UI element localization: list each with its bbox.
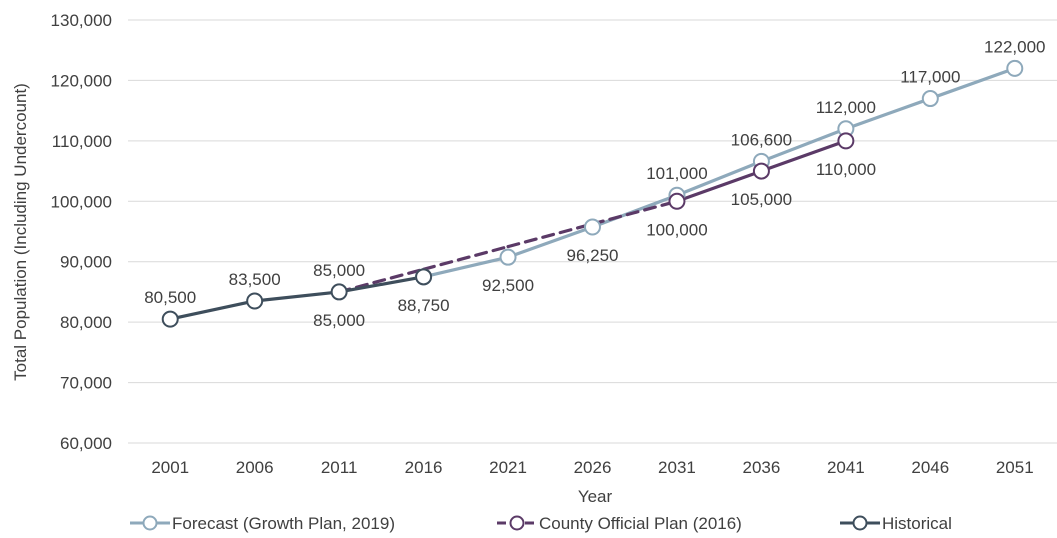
legend: Forecast (Growth Plan, 2019) County Offic… (130, 514, 952, 533)
data-label: 112,000 (816, 98, 876, 117)
data-label: 110,000 (816, 160, 876, 179)
y-tick-label: 110,000 (52, 132, 112, 151)
data-point (837, 132, 855, 150)
series-segment (506, 222, 595, 249)
x-axis-title: Year (578, 487, 613, 506)
data-label: 105,000 (731, 190, 792, 209)
series-lines (168, 66, 1017, 321)
x-tick-label: 2051 (996, 458, 1034, 477)
data-point (330, 283, 348, 301)
data-point (161, 310, 179, 328)
data-label: 117,000 (900, 68, 960, 87)
legend-label: County Official Plan (2016) (539, 514, 742, 533)
series-segment (168, 299, 257, 321)
data-label: 88,750 (398, 296, 450, 315)
series-segment (759, 127, 848, 164)
series-segment (590, 199, 679, 226)
legend-item: Forecast (Growth Plan, 2019) (130, 514, 395, 533)
x-tick-label: 2021 (489, 458, 527, 477)
series-segment (337, 267, 426, 294)
series-segment (421, 245, 510, 271)
data-label: 100,000 (646, 220, 707, 239)
y-axis-title: Total Population (Including Undercount) (11, 83, 30, 381)
data-labels: 80,500 83,500 85,000 85,000 88,750 92,500 96,2… (144, 37, 1045, 330)
data-label: 101,000 (646, 164, 707, 183)
y-tick-label: 100,000 (51, 192, 112, 211)
legend-marker (142, 515, 158, 531)
data-point (415, 268, 433, 286)
data-point (1006, 59, 1024, 77)
series-segment (844, 96, 932, 131)
series-segment (675, 159, 764, 197)
x-tick-label: 2016 (405, 458, 443, 477)
x-tick-label: 2001 (151, 458, 189, 477)
data-label: 80,500 (144, 288, 196, 307)
x-tick-label: 2011 (321, 458, 358, 477)
data-point (921, 90, 939, 108)
data-label: 85,000 (313, 311, 365, 330)
data-point (246, 292, 264, 310)
series-segment (759, 139, 848, 173)
gridlines (128, 19, 1057, 444)
x-tick-label: 2026 (574, 458, 612, 477)
data-label: 96,250 (567, 246, 619, 265)
x-tick-label: 2006 (236, 458, 274, 477)
series-segment (928, 66, 1017, 101)
series-segment (421, 255, 510, 279)
series-segment (337, 275, 426, 294)
x-tick-label: 2041 (827, 458, 865, 477)
series-segment (675, 169, 764, 203)
x-tick-label: 2036 (742, 458, 780, 477)
y-axis-ticks: 60,000 70,000 80,000 90,000 100,000 110,000 12… (51, 11, 112, 453)
y-tick-label: 80,000 (60, 313, 112, 332)
data-label: 92,500 (482, 276, 534, 295)
y-tick-label: 120,000 (51, 71, 112, 90)
series-markers (161, 59, 1024, 328)
legend-item: County Official Plan (2016) (497, 514, 742, 533)
x-tick-label: 2031 (658, 458, 696, 477)
data-label: 85,000 (313, 261, 365, 280)
legend-label: Forecast (Growth Plan, 2019) (172, 514, 395, 533)
series-segment (506, 225, 595, 259)
legend-marker (509, 515, 525, 531)
data-label: 106,600 (731, 130, 792, 149)
x-tick-label: 2046 (911, 458, 949, 477)
y-tick-label: 70,000 (60, 374, 112, 393)
legend-item: Historical (840, 514, 952, 533)
data-label: 83,500 (229, 270, 281, 289)
data-label: 122,000 (984, 37, 1045, 56)
data-point (668, 192, 686, 210)
y-tick-label: 130,000 (51, 11, 112, 30)
y-tick-label: 90,000 (60, 253, 112, 272)
legend-label: Historical (882, 514, 952, 533)
legend-marker (852, 515, 868, 531)
data-point (752, 162, 770, 180)
y-tick-label: 60,000 (60, 434, 112, 453)
data-point (499, 248, 517, 266)
data-point (584, 218, 601, 236)
x-axis-ticks: 2001 2006 2011 2016 2021 2026 2031 2036 2041 2046… (151, 458, 1033, 477)
series-segment (253, 290, 341, 303)
